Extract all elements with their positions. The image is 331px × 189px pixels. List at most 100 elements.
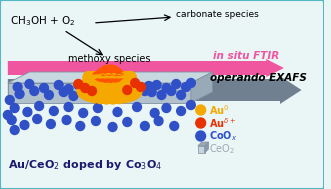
Circle shape: [162, 84, 171, 92]
Circle shape: [130, 84, 142, 97]
Circle shape: [109, 66, 118, 76]
Circle shape: [182, 83, 190, 91]
Circle shape: [77, 84, 90, 97]
Circle shape: [88, 75, 99, 87]
Text: carbonate species: carbonate species: [176, 10, 259, 19]
Circle shape: [91, 75, 104, 88]
Circle shape: [102, 67, 112, 77]
Circle shape: [79, 108, 88, 118]
Circle shape: [99, 74, 110, 85]
Circle shape: [30, 87, 39, 95]
Circle shape: [186, 78, 195, 88]
Circle shape: [162, 104, 171, 112]
Circle shape: [85, 78, 98, 91]
Circle shape: [84, 84, 92, 92]
Circle shape: [94, 77, 107, 89]
Circle shape: [91, 82, 104, 95]
Circle shape: [10, 104, 19, 112]
Circle shape: [152, 81, 161, 90]
Text: CeO$_2$: CeO$_2$: [209, 142, 235, 156]
Circle shape: [25, 80, 34, 88]
Circle shape: [62, 115, 71, 125]
Text: CH$_3$OH + O$_2$: CH$_3$OH + O$_2$: [10, 14, 75, 28]
Circle shape: [49, 106, 58, 115]
Circle shape: [113, 108, 122, 116]
Circle shape: [15, 90, 24, 98]
Circle shape: [118, 90, 131, 103]
Circle shape: [54, 81, 63, 90]
Circle shape: [167, 87, 176, 95]
FancyArrow shape: [8, 59, 284, 77]
Circle shape: [120, 80, 133, 93]
Circle shape: [46, 119, 55, 129]
Circle shape: [115, 71, 126, 83]
Circle shape: [77, 85, 90, 98]
Polygon shape: [8, 83, 191, 103]
Circle shape: [93, 71, 104, 83]
Circle shape: [110, 74, 120, 85]
Circle shape: [186, 101, 195, 109]
Circle shape: [88, 90, 101, 103]
Circle shape: [10, 125, 19, 135]
Polygon shape: [8, 72, 213, 83]
Circle shape: [111, 79, 122, 91]
Circle shape: [20, 121, 29, 129]
Circle shape: [108, 122, 117, 132]
Circle shape: [97, 79, 109, 91]
Circle shape: [92, 75, 104, 87]
Circle shape: [33, 115, 42, 123]
Circle shape: [196, 118, 206, 128]
Circle shape: [172, 80, 181, 88]
Circle shape: [92, 71, 104, 84]
Circle shape: [83, 71, 95, 84]
Text: Co$_3$O$_4$: Co$_3$O$_4$: [125, 158, 163, 172]
Circle shape: [170, 122, 179, 130]
Circle shape: [105, 65, 115, 75]
Circle shape: [113, 74, 126, 88]
Circle shape: [87, 81, 100, 94]
Circle shape: [124, 71, 136, 84]
Circle shape: [93, 104, 102, 112]
Circle shape: [99, 69, 110, 80]
Circle shape: [95, 70, 106, 81]
Circle shape: [100, 91, 113, 104]
Circle shape: [96, 83, 109, 96]
Circle shape: [102, 75, 113, 87]
Circle shape: [88, 71, 99, 84]
Circle shape: [177, 91, 185, 99]
Circle shape: [97, 75, 109, 87]
Circle shape: [102, 79, 113, 91]
FancyBboxPatch shape: [0, 0, 324, 189]
Circle shape: [83, 75, 95, 87]
Circle shape: [150, 108, 159, 118]
Circle shape: [113, 91, 125, 104]
Circle shape: [13, 83, 22, 91]
Circle shape: [102, 68, 113, 80]
Circle shape: [111, 71, 122, 84]
Circle shape: [76, 122, 85, 130]
Circle shape: [105, 67, 115, 77]
Text: methoxy species: methoxy species: [69, 54, 151, 64]
Circle shape: [7, 115, 16, 125]
Circle shape: [115, 79, 127, 91]
Circle shape: [74, 80, 83, 88]
Text: operando EXAFS: operando EXAFS: [211, 73, 307, 83]
Circle shape: [59, 88, 68, 97]
Circle shape: [107, 91, 119, 104]
Circle shape: [118, 81, 130, 94]
Circle shape: [5, 95, 14, 105]
Circle shape: [131, 78, 139, 88]
Circle shape: [87, 76, 100, 89]
Circle shape: [69, 91, 78, 101]
Circle shape: [127, 87, 139, 100]
Text: CoO$_x$: CoO$_x$: [209, 129, 237, 143]
Circle shape: [102, 65, 112, 75]
Circle shape: [124, 75, 136, 87]
Circle shape: [177, 106, 185, 115]
Circle shape: [115, 71, 127, 84]
Circle shape: [80, 80, 93, 93]
Polygon shape: [198, 146, 205, 153]
FancyArrow shape: [8, 76, 302, 104]
Circle shape: [97, 71, 109, 84]
Circle shape: [114, 70, 124, 81]
